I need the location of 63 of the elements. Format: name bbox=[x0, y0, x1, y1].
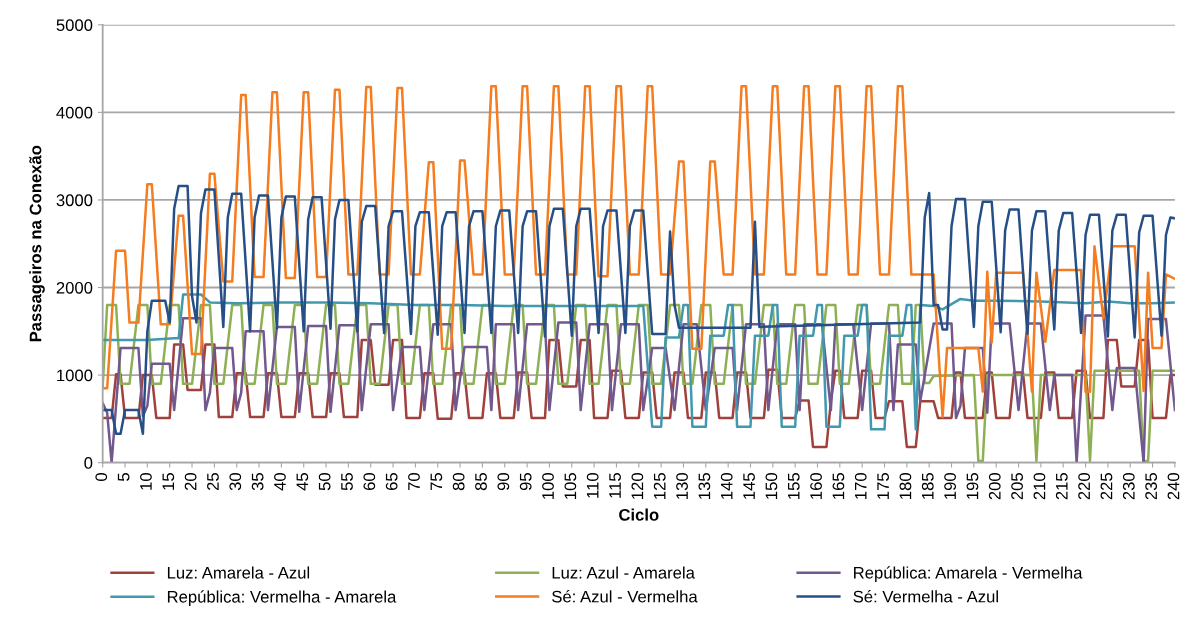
legend-label: República: Amarela - Vermelha bbox=[854, 566, 1083, 582]
x-tick-label: 40 bbox=[274, 473, 286, 491]
x-tick-label: 80 bbox=[452, 473, 465, 491]
x-tick-label: 210 bbox=[1033, 473, 1046, 500]
x-tick-label: 115 bbox=[609, 473, 621, 498]
x-tick-label: 225 bbox=[1100, 473, 1113, 500]
x-tick-label: 145 bbox=[743, 473, 755, 499]
x-tick-label: 90 bbox=[497, 473, 510, 491]
x-tick-label: 70 bbox=[408, 473, 420, 491]
x-tick-label: 85 bbox=[475, 473, 487, 491]
x-tick-label: 140 bbox=[720, 473, 733, 499]
x-tick-label: 195 bbox=[966, 473, 979, 499]
x-tick-label: 135 bbox=[698, 473, 711, 499]
x-tick-label: 95 bbox=[519, 473, 532, 491]
x-tick-label: 200 bbox=[988, 473, 1001, 500]
x-tick-label: 155 bbox=[788, 473, 800, 499]
x-tick-label: 20 bbox=[184, 473, 197, 491]
x-tick-label: 215 bbox=[1055, 473, 1068, 500]
legend-label: Luz: Amarela - Azul bbox=[167, 566, 310, 579]
x-tick-label: 125 bbox=[653, 473, 666, 499]
y-tick-label: 3000 bbox=[56, 194, 93, 207]
x-tick-label: 185 bbox=[921, 473, 934, 499]
x-tick-label: 175 bbox=[877, 473, 889, 499]
x-tick-label: 25 bbox=[207, 473, 219, 491]
x-tick-label: 220 bbox=[1078, 473, 1091, 500]
y-tick-label: 1000 bbox=[57, 369, 93, 382]
x-tick-label: 180 bbox=[899, 473, 912, 499]
x-tick-label: 170 bbox=[854, 473, 867, 499]
y-axis-title: Passageiros na Conexão bbox=[29, 145, 45, 342]
x-tick-label: 15 bbox=[162, 473, 175, 490]
x-tick-label: 190 bbox=[944, 473, 956, 499]
x-tick-label: 235 bbox=[1145, 473, 1158, 500]
x-tick-label: 35 bbox=[251, 473, 264, 491]
x-tick-label: 0 bbox=[95, 473, 108, 481]
x-tick-label: 50 bbox=[318, 473, 331, 491]
x-tick-label: 55 bbox=[341, 473, 353, 491]
x-tick-label: 105 bbox=[564, 473, 577, 499]
legend-label: República: Vermelha - Amarela bbox=[167, 590, 397, 606]
y-tick-label: 0 bbox=[84, 457, 93, 469]
legend-label: Sé: Vermelha - Azul bbox=[853, 590, 998, 603]
x-tick-label: 230 bbox=[1122, 473, 1135, 500]
x-axis-title: Ciclo bbox=[619, 508, 659, 521]
x-tick-label: 130 bbox=[676, 473, 688, 499]
x-tick-label: 120 bbox=[631, 473, 644, 499]
x-tick-label: 240 bbox=[1167, 473, 1180, 500]
legend-label: Luz: Azul - Amarela bbox=[552, 566, 695, 579]
x-tick-label: 165 bbox=[832, 473, 845, 499]
y-tick-label: 5000 bbox=[56, 19, 93, 32]
x-tick-label: 10 bbox=[140, 473, 152, 490]
x-tick-label: 65 bbox=[385, 473, 398, 491]
legend-label: Sé: Azul - Vermelha bbox=[552, 590, 698, 603]
x-tick-label: 30 bbox=[229, 473, 242, 491]
x-tick-label: 45 bbox=[296, 473, 309, 491]
x-tick-label: 160 bbox=[810, 473, 822, 499]
x-tick-label: 205 bbox=[1011, 473, 1024, 500]
y-tick-label: 2000 bbox=[56, 281, 93, 294]
x-tick-label: 150 bbox=[765, 473, 778, 499]
x-tick-label: 75 bbox=[430, 473, 443, 491]
x-tick-label: 110 bbox=[586, 473, 599, 498]
y-tick-label: 4000 bbox=[56, 106, 93, 119]
x-tick-label: 100 bbox=[542, 473, 554, 499]
x-tick-label: 60 bbox=[363, 473, 376, 491]
x-tick-label: 5 bbox=[117, 473, 130, 481]
